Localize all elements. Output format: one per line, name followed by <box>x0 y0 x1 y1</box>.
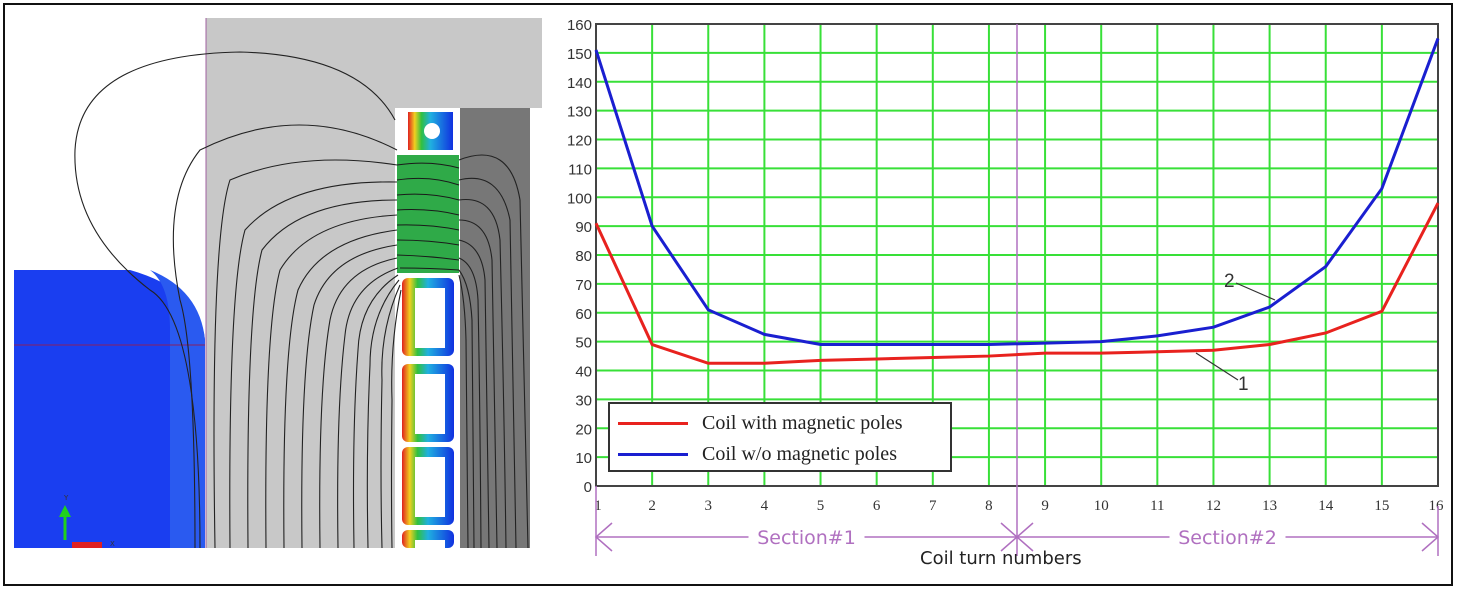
x-tick-label: 7 <box>929 498 937 514</box>
simulation-image: Y X <box>14 18 542 549</box>
x-tick-label: 11 <box>1150 498 1164 514</box>
x-tick-label: 1 <box>594 498 602 514</box>
y-tick-label: 110 <box>568 161 592 178</box>
x-tick-label: 9 <box>1041 498 1049 514</box>
legend-item-without-poles: Coil w/o magnetic poles <box>618 441 897 467</box>
y-tick-label: 120 <box>567 133 592 150</box>
section-label-1: Section#1 <box>757 527 856 549</box>
y-tick-label: 40 <box>575 364 592 381</box>
x-tick-label: 12 <box>1206 498 1221 514</box>
y-tick-label: 30 <box>575 392 592 409</box>
x-tick-label: 14 <box>1318 498 1334 514</box>
x-tick-label: 2 <box>648 498 656 514</box>
legend-label: Coil w/o magnetic poles <box>702 442 897 465</box>
x-axis-arrow <box>72 542 102 548</box>
x-tick-label: 15 <box>1374 498 1389 514</box>
section-label-2: Section#2 <box>1178 527 1277 549</box>
x-tick-label: 13 <box>1262 498 1277 514</box>
x-tick-label: 3 <box>705 498 713 514</box>
x-tick-label: 6 <box>873 498 881 514</box>
legend-swatch-blue <box>618 452 688 456</box>
y-tick-label: 20 <box>575 421 592 438</box>
y-tick-label: 140 <box>567 75 592 92</box>
x-tick-label: 10 <box>1094 498 1109 514</box>
flux-lines <box>74 51 529 549</box>
legend-item-with-poles: Coil with magnetic poles <box>618 410 903 436</box>
y-tick-label: 130 <box>567 104 592 121</box>
curve-label-1: 1 <box>1238 374 1249 395</box>
legend-label: Coil with magnetic poles <box>702 411 903 434</box>
y-tick-label: 160 <box>567 17 592 34</box>
y-tick-label: 80 <box>575 248 592 265</box>
y-tick-label: 60 <box>575 306 592 323</box>
y-tick-label: 70 <box>575 277 592 294</box>
series-line <box>594 202 1440 365</box>
chart-legend: Coil with magnetic poles Coil w/o magnet… <box>608 402 952 472</box>
magnetic-pole-shape <box>14 270 205 548</box>
y-tick-label: 90 <box>575 219 592 236</box>
y-tick-label: 100 <box>567 190 592 207</box>
y-tick-label: 50 <box>575 335 592 352</box>
legend-swatch-red <box>618 421 688 425</box>
x-tick-label: 16 <box>1429 498 1445 514</box>
series-line <box>594 37 1440 347</box>
y-tick-label: 0 <box>584 479 592 496</box>
core-block <box>397 155 459 273</box>
x-tick-label: 8 <box>985 498 993 514</box>
svg-text:X: X <box>110 540 115 548</box>
coil-turns <box>402 278 454 548</box>
y-tick-label: 150 <box>567 46 592 63</box>
y-tick-label: 10 <box>575 450 592 467</box>
svg-text:Y: Y <box>63 494 69 502</box>
x-axis-title: Coil turn numbers <box>920 548 1082 569</box>
x-tick-label: 4 <box>761 498 769 514</box>
curve-label-2: 2 <box>1224 271 1235 292</box>
x-tick-label: 5 <box>817 498 825 514</box>
